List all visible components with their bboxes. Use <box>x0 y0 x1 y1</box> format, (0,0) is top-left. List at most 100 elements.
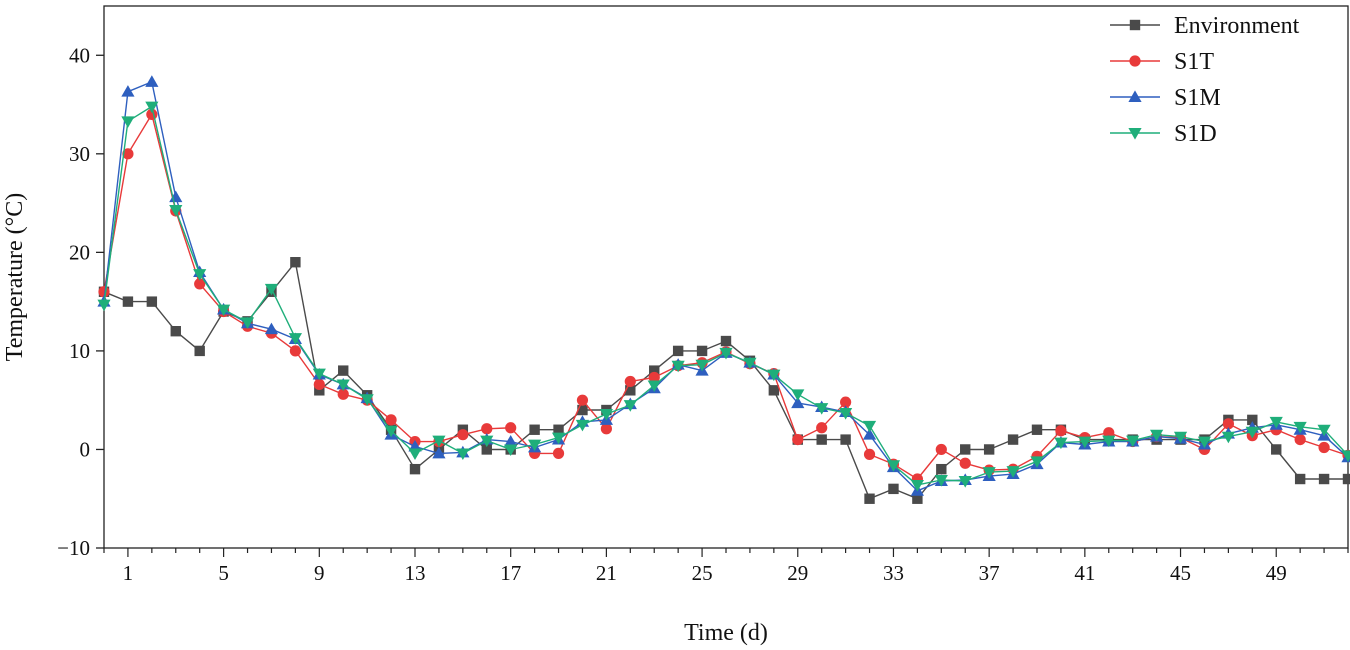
data-point-s1d <box>886 460 901 472</box>
series-s1t <box>98 108 1350 485</box>
data-point-s1d <box>1006 466 1020 478</box>
data-point-s1d <box>1030 456 1044 468</box>
legend-marker-environment <box>1129 19 1141 31</box>
data-point-s1t <box>552 447 565 459</box>
data-point-s1m <box>862 428 877 440</box>
data-point-s1d <box>384 425 398 438</box>
data-point-s1t <box>935 443 947 456</box>
x-tick-label: 45 <box>1170 561 1191 585</box>
data-point-s1t <box>122 148 134 160</box>
data-point-s1t <box>816 422 828 434</box>
data-point-environment <box>194 345 205 357</box>
data-point-s1t <box>1055 425 1067 437</box>
data-point-s1d <box>1317 424 1331 437</box>
data-point-s1d <box>145 101 159 114</box>
data-point-s1t <box>1318 441 1330 454</box>
data-point-environment <box>983 444 995 455</box>
series-environment <box>98 257 1350 504</box>
x-tick-label: 25 <box>692 561 713 585</box>
data-point-s1t <box>194 278 206 290</box>
data-point-s1m <box>169 190 183 203</box>
data-point-s1d <box>575 419 590 432</box>
data-point-environment <box>816 434 827 445</box>
data-point-s1d <box>456 448 470 460</box>
data-point-environment <box>960 444 971 455</box>
data-point-environment <box>840 434 851 445</box>
data-point-s1t <box>505 422 517 434</box>
data-point-s1d <box>1341 450 1350 462</box>
data-point-s1d <box>1150 429 1164 442</box>
x-tick-label: 37 <box>979 561 1000 585</box>
data-point-s1d <box>743 357 757 370</box>
data-point-s1d <box>982 467 996 479</box>
data-point-s1m <box>145 75 159 87</box>
data-point-s1t <box>457 429 469 441</box>
x-tick-label: 33 <box>883 561 904 585</box>
data-point-environment <box>338 365 349 376</box>
data-point-s1d <box>862 420 877 433</box>
data-point-s1d <box>264 283 279 296</box>
data-point-environment <box>912 493 923 504</box>
data-point-environment <box>1271 444 1282 455</box>
data-point-s1m <box>504 434 518 447</box>
y-tick-label: 0 <box>80 437 91 461</box>
data-point-environment <box>529 424 540 435</box>
data-point-s1t <box>792 434 804 446</box>
x-tick-label: 17 <box>500 561 521 585</box>
data-point-s1t <box>385 414 397 426</box>
data-point-environment <box>577 404 588 416</box>
data-point-environment <box>696 345 708 357</box>
y-tick-label: −10 <box>57 536 90 560</box>
data-point-s1d <box>1102 435 1116 448</box>
data-point-s1d <box>958 476 972 488</box>
data-point-environment <box>170 326 181 337</box>
x-axis: 1 5 9 13 17 21 25 29 33 37 41 45 49 <box>103 548 1349 585</box>
data-point-s1d <box>480 435 494 448</box>
data-point-s1t <box>959 457 971 469</box>
data-point-environment <box>625 385 636 396</box>
y-tick-label: 10 <box>69 339 90 363</box>
legend-item-s1t: S1T <box>1110 49 1214 75</box>
data-point-environment <box>1342 473 1350 485</box>
data-point-s1d <box>767 369 781 382</box>
data-point-s1d <box>910 479 924 492</box>
data-point-s1t <box>600 423 612 435</box>
data-point-s1d <box>360 394 374 406</box>
data-point-s1d <box>1221 431 1235 444</box>
data-point-s1d <box>599 409 613 421</box>
legend-marker-s1d <box>1128 128 1142 140</box>
data-point-environment <box>314 385 325 396</box>
data-point-s1d <box>1245 426 1259 439</box>
series-line-environment <box>103 261 1348 500</box>
data-point-s1d <box>121 116 135 128</box>
legend-marker-s1t <box>1129 55 1141 67</box>
data-point-s1d <box>815 403 829 415</box>
x-tick-label: 29 <box>787 561 808 585</box>
x-tick-label: 9 <box>314 561 325 585</box>
data-point-s1t <box>98 286 110 298</box>
data-point-environment <box>1318 473 1330 485</box>
data-point-s1d <box>1126 435 1140 448</box>
data-point-s1t <box>840 396 852 408</box>
x-tick-label: 5 <box>218 561 229 585</box>
y-axis: −10 0 10 20 30 40 <box>57 43 104 560</box>
data-point-environment <box>672 345 684 357</box>
data-point-environment <box>1294 473 1306 485</box>
data-point-environment <box>936 463 947 475</box>
data-point-environment <box>768 385 780 396</box>
data-point-s1m <box>791 396 805 409</box>
series-s1m <box>97 75 1350 496</box>
series-line-s1t <box>103 113 1349 480</box>
series-layer <box>97 75 1350 504</box>
data-point-s1d <box>671 360 685 373</box>
legend-label-s1d: S1D <box>1174 121 1217 147</box>
data-point-s1d <box>528 439 542 452</box>
legend-item-environment: Environment <box>1110 13 1300 39</box>
legend-label-s1m: S1M <box>1174 85 1221 111</box>
data-point-s1d <box>1197 436 1212 449</box>
data-point-environment <box>553 424 564 435</box>
data-point-s1d <box>1293 421 1307 434</box>
data-point-s1t <box>481 423 493 435</box>
x-tick-label: 13 <box>405 561 426 585</box>
